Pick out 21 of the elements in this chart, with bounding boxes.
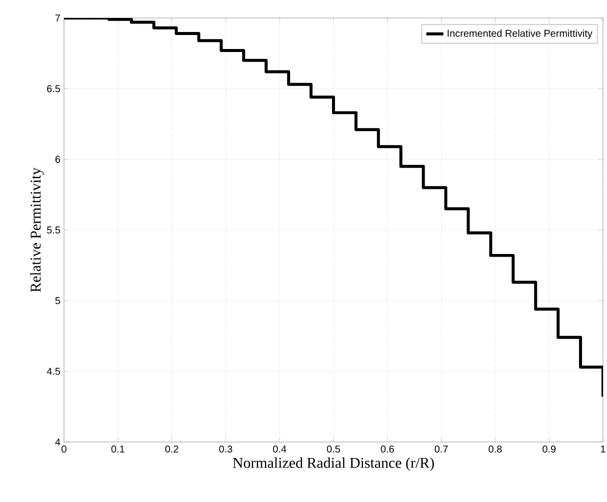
x-tick-label: 0 <box>62 446 66 453</box>
x-tick-label: 0.4 <box>273 446 286 453</box>
x-tick-label: 0.6 <box>380 446 394 453</box>
y-tick-label: 6 <box>55 156 60 163</box>
x-tick-label: 0.7 <box>434 446 448 453</box>
x-axis-title: Normalized Radial Distance (r/R) <box>232 457 434 471</box>
x-tick-label: 0.3 <box>219 446 232 453</box>
y-tick-label: 4 <box>55 438 60 446</box>
x-tick-label: 0.9 <box>542 446 556 453</box>
y-tick-label: 5 <box>55 297 60 304</box>
y-tick-label: 6.5 <box>47 85 60 92</box>
y-axis-title: Relative Permittivity <box>30 168 44 292</box>
x-tick-label: 0.8 <box>488 446 502 453</box>
legend-label: Incremented Relative Permittivity <box>448 30 592 39</box>
x-tick-label: 0.2 <box>165 446 178 453</box>
x-tick-label: 0.1 <box>111 446 124 453</box>
x-tick-label: 1 <box>601 446 606 452</box>
y-tick-label: 5.5 <box>47 226 60 234</box>
y-tick-label: 7 <box>55 14 60 22</box>
x-tick-label: 0.5 <box>326 446 340 453</box>
y-tick-label: 4.5 <box>46 368 60 375</box>
